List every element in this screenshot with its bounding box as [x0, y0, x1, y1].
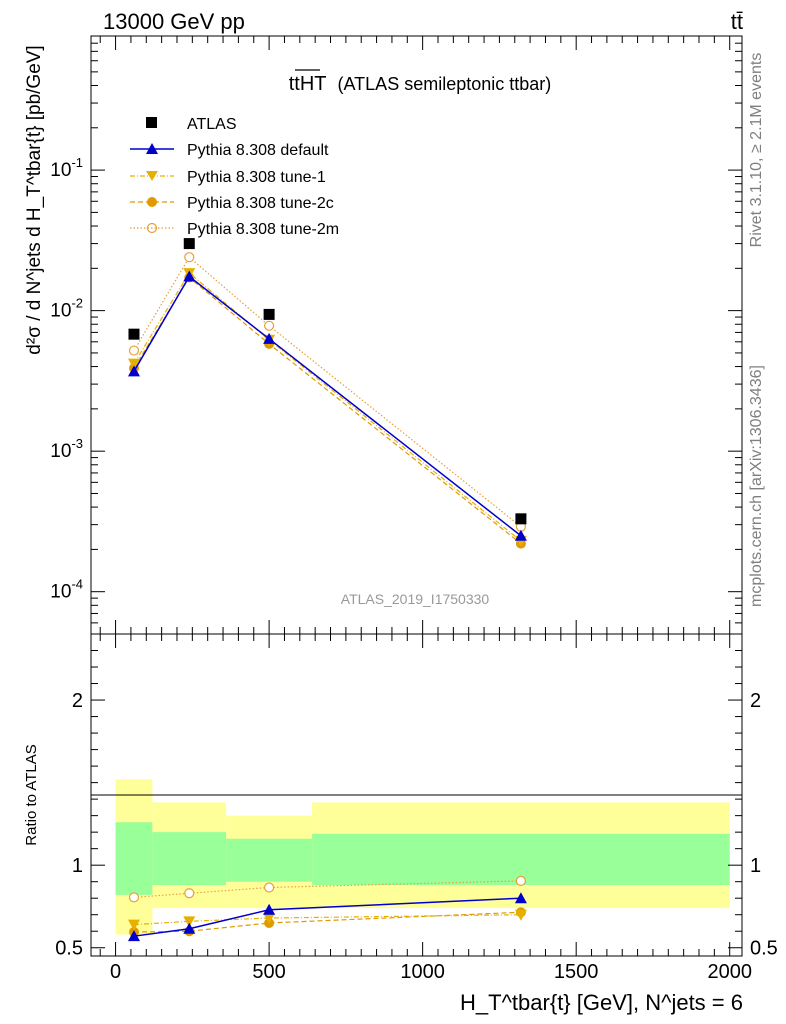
main-point-tune2m — [184, 252, 195, 263]
ratio-stat-band — [115, 822, 153, 895]
ratio-point-tune1 — [127, 919, 140, 931]
ratio-point-tune2m — [128, 892, 140, 903]
main-axis-ticks — [91, 35, 742, 635]
ratio-y-axis-label: Ratio to ATLAS — [23, 744, 40, 845]
main-point-default — [263, 332, 276, 344]
x-tick-label: 2000 — [707, 961, 752, 983]
ratio-uncertainty-bands — [115, 779, 730, 935]
main-line-default — [133, 275, 522, 537]
ratio-point-tune1 — [514, 909, 527, 921]
x-tick-label: 1000 — [400, 961, 445, 983]
ratio-y-tick-label-right: 0.5 — [750, 938, 778, 960]
ratio-y-tick-labels: 210.5 — [55, 690, 83, 960]
ratio-y-tick-label: 2 — [72, 690, 83, 712]
legend-label-tune1: Pythia 8.308 tune-1 — [187, 169, 326, 186]
main-point-atlas — [183, 238, 195, 250]
legend: ATLAS Pythia 8.308 default Pythia 8.308 … — [130, 116, 339, 238]
ratio-y-tick-label-right: 1 — [750, 855, 761, 877]
x-axis-label: H_T^tbar{t} [GeV], N^jets = 6 — [460, 990, 743, 1015]
main-point-default — [183, 270, 196, 282]
main-y-axis-label-text: d²σ / d N^jets d H_T^tbar{t} [pb/GeV] — [24, 45, 45, 354]
main-y-tick-label: 10-1 — [50, 155, 83, 181]
x-tick-labels: 0 500 1000 1500 2000 — [110, 961, 752, 983]
ratio-point-default — [514, 892, 527, 904]
legend-label-tune2m: Pythia 8.308 tune-2m — [187, 221, 339, 238]
main-point-atlas — [515, 513, 527, 525]
ratio-y-tick-label-right: 2 — [750, 690, 761, 712]
plot-title-main: ttHT — [289, 73, 327, 95]
plot-title: ttHT (ATLAS semileptonic ttbar) — [289, 73, 552, 95]
ratio-point-default — [263, 903, 276, 915]
ratio-y-tick-label: 0.5 — [55, 938, 83, 960]
plot-title-sub: (ATLAS semileptonic ttbar) — [338, 74, 552, 94]
mcplots-label: mcplots.cern.ch [arXiv:1306.3436] — [748, 365, 765, 607]
ratio-y-tick-label: 1 — [72, 855, 83, 877]
main-y-tick-labels: 10-1 10-2 10-3 10-4 — [50, 155, 83, 603]
main-y-tick-label: 10-4 — [50, 577, 83, 603]
ratio-stat-band — [226, 838, 313, 882]
ratio-point-default — [127, 930, 140, 942]
x-tick-label: 1500 — [554, 961, 599, 983]
legend-marker-tune2c — [147, 197, 157, 207]
main-point-default — [127, 365, 140, 377]
main-point-tune2m — [128, 345, 140, 356]
x-tick-label: 500 — [252, 961, 285, 983]
ratio-point-tune2m — [264, 882, 275, 893]
ratio-point-default — [183, 922, 196, 934]
analysis-id-label: ATLAS_2019_I1750330 — [341, 591, 490, 607]
main-point-default — [514, 529, 527, 541]
main-point-tune2m — [264, 320, 275, 331]
header-energy-label: 13000 GeV pp — [103, 9, 245, 34]
legend-label-tune2c: Pythia 8.308 tune-2c — [187, 195, 334, 212]
ratio-point-tune1 — [263, 913, 276, 925]
ratio-line-tune2c — [133, 911, 521, 933]
main-line-tune2m — [133, 256, 522, 528]
legend-label-default: Pythia 8.308 default — [187, 142, 329, 159]
main-series — [127, 238, 527, 549]
main-line-tune2c — [133, 276, 522, 545]
legend-label-atlas: ATLAS — [187, 116, 237, 133]
rivet-version-label: Rivet 3.1.10, ≥ 2.1M events — [748, 53, 765, 248]
main-point-tune1 — [127, 358, 140, 370]
main-point-atlas — [128, 328, 140, 340]
main-y-tick-label: 10-3 — [50, 436, 83, 462]
main-line-tune1 — [133, 272, 522, 542]
ratio-y-tick-labels-right: 210.5 — [750, 690, 778, 960]
main-point-atlas — [263, 308, 275, 320]
main-plot-panel: 10-1 10-2 10-3 10-4 ttHT (ATLAS semileptoni… — [24, 35, 743, 635]
legend-marker-tune1 — [146, 171, 158, 181]
header-process-label: tt̄ — [731, 9, 743, 34]
ratio-axis-ticks — [91, 634, 742, 956]
legend-marker-tune2m — [146, 222, 158, 234]
ratio-line-tune1 — [133, 914, 521, 926]
ratio-line-default — [133, 897, 521, 937]
ratio-plot-panel: 210.5 210.5 Ratio to ATLAS — [23, 633, 778, 960]
main-y-tick-label: 10-2 — [50, 296, 83, 322]
legend-marker-default — [146, 143, 158, 154]
main-y-axis-label: d²σ / d N^jets d H_T^tbar{t} [pb/GeV] — [24, 45, 45, 354]
ratio-point-tune2m — [184, 888, 195, 899]
ratio-point-tune1 — [183, 916, 196, 928]
legend-marker-atlas — [146, 117, 157, 128]
ratio-point-tune2m — [515, 875, 527, 886]
ratio-series — [127, 875, 527, 942]
x-tick-label: 0 — [110, 961, 121, 983]
ratio-line-tune2m — [133, 880, 521, 898]
ratio-stat-band — [152, 832, 227, 885]
